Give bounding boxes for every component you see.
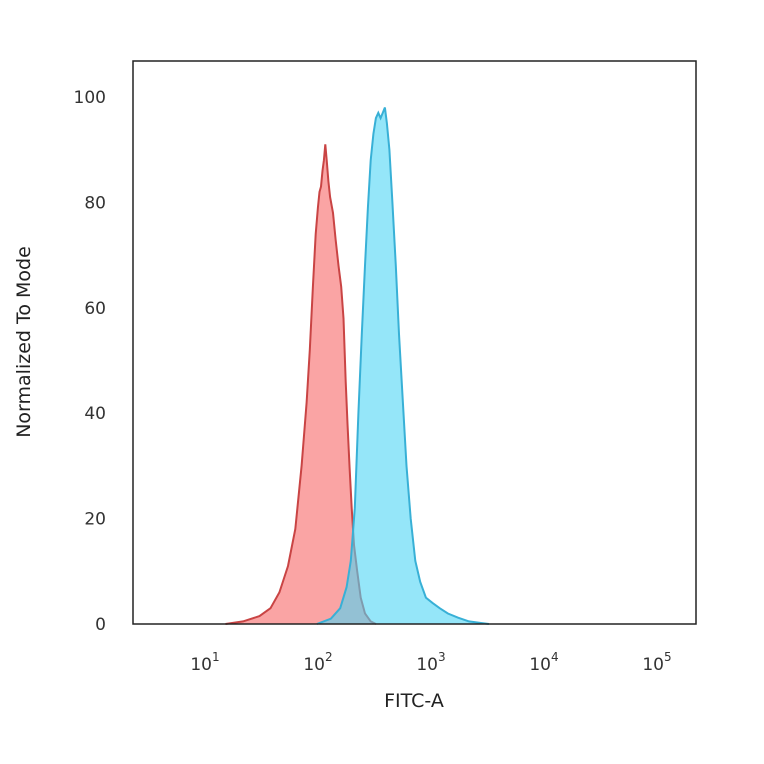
y-tick-label: 40 — [84, 404, 106, 424]
series-layer — [225, 107, 490, 625]
plot-frame — [132, 60, 697, 625]
x-axis-label: FITC-A — [384, 690, 444, 712]
x-axis-ticks: 101 102 103 104 105 — [190, 650, 671, 675]
y-axis-ticks: 0 20 40 60 80 100 — [74, 88, 106, 635]
x-tick-label: 104 — [529, 650, 558, 675]
x-tick-label: 105 — [642, 650, 671, 675]
y-tick-label: 20 — [84, 510, 106, 530]
x-tick-label: 102 — [303, 650, 332, 675]
y-axis-label: Normalized To Mode — [13, 246, 35, 438]
histogram-outline-series-2 — [316, 107, 490, 625]
histogram-area-series-2 — [316, 107, 489, 624]
y-tick-label: 60 — [84, 299, 106, 319]
y-tick-label: 80 — [84, 193, 106, 213]
x-tick-label: 103 — [416, 650, 445, 675]
x-tick-label: 101 — [190, 650, 219, 675]
histogram-outline-series-1 — [225, 144, 377, 625]
y-tick-label: 100 — [74, 88, 106, 108]
y-tick-label: 0 — [95, 615, 106, 635]
